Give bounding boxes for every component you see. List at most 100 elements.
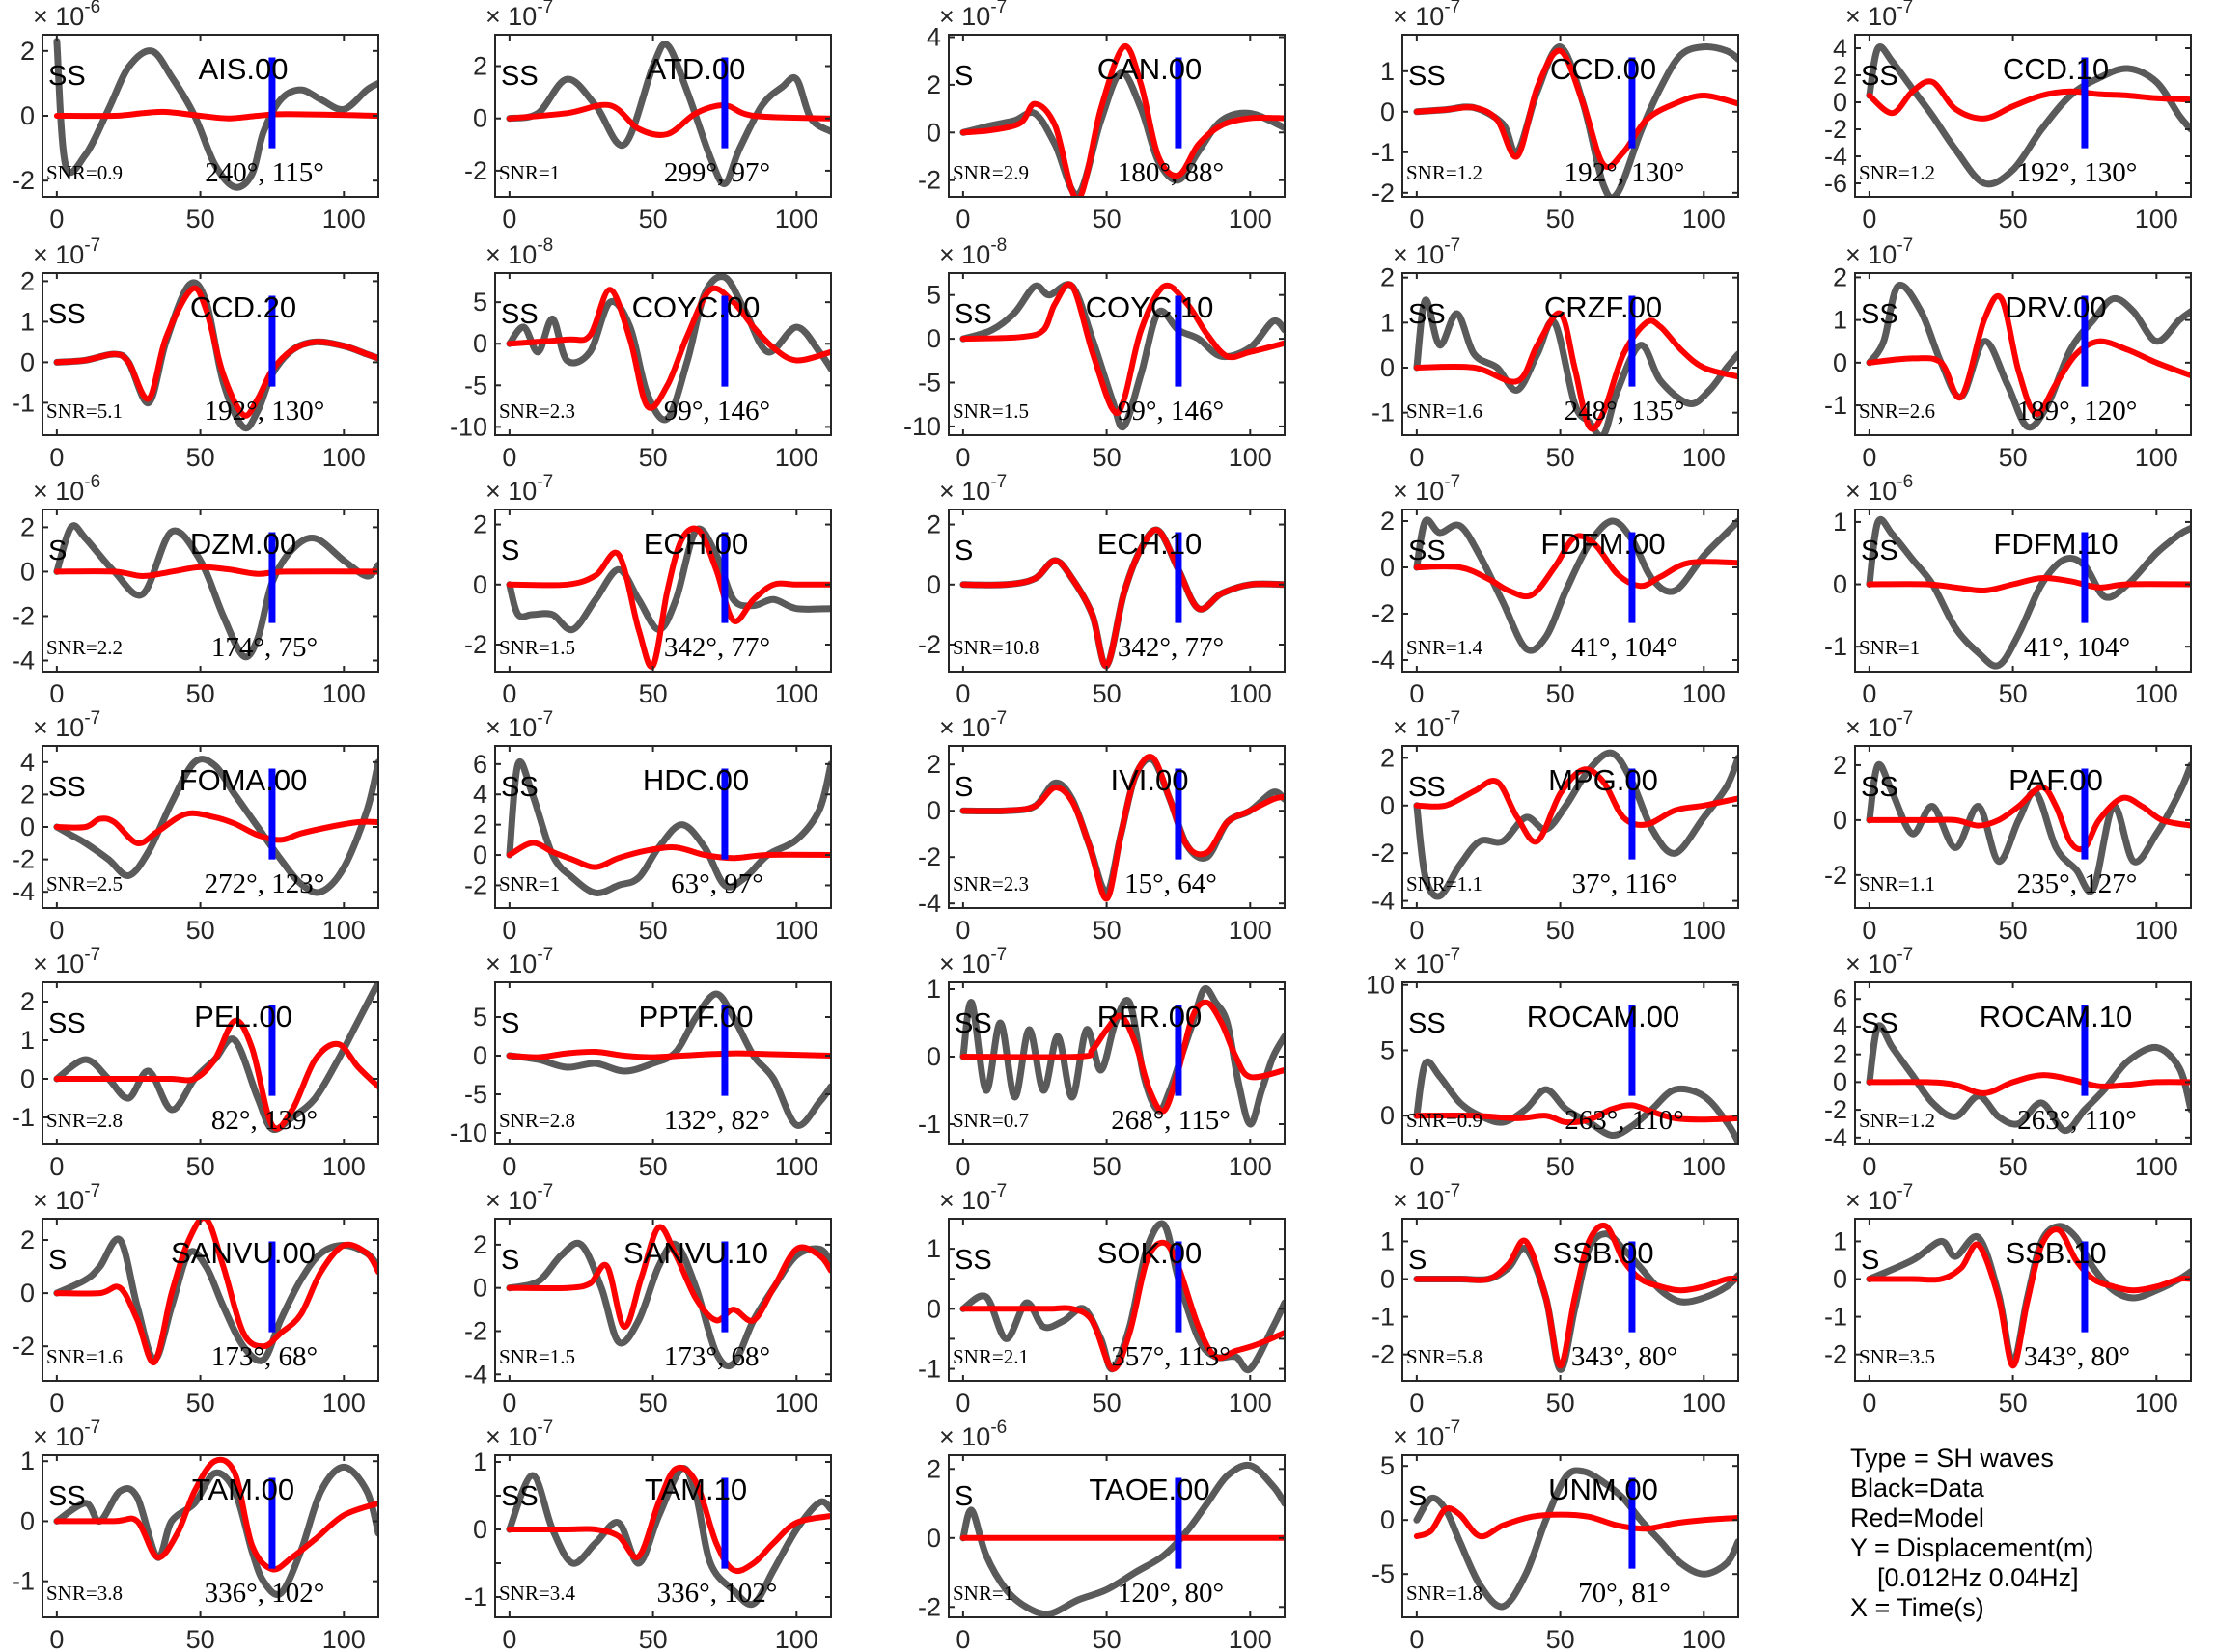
traces xyxy=(1413,516,1738,654)
exponent-label: × 10-7 xyxy=(1393,235,1460,269)
y-tick-label: 4 xyxy=(927,22,941,51)
x-tick-label: 0 xyxy=(956,443,970,472)
phase-label: S xyxy=(501,536,519,566)
phase-label: SS xyxy=(501,299,539,330)
phase-label: S xyxy=(955,772,973,803)
phase-label: SS xyxy=(48,772,86,803)
y-tick-label: -2 xyxy=(464,630,487,659)
axes-box xyxy=(1854,745,2192,909)
station-label: SSB.10 xyxy=(2005,1236,2106,1270)
exponent-label: × 10-7 xyxy=(1393,472,1460,506)
x-tick-label: 50 xyxy=(186,1625,215,1652)
x-tick-label: 50 xyxy=(1999,1152,2028,1181)
snr-label: SNR=1.6 xyxy=(1406,399,1482,423)
azimuth-distance-label: 15°, 64° xyxy=(1124,868,1217,899)
exponent-label: × 10-6 xyxy=(939,1418,1007,1451)
x-tick-label: 100 xyxy=(1682,1152,1726,1181)
exponent-power: -7 xyxy=(84,1181,100,1201)
y-tick-label: -4 xyxy=(464,1360,487,1389)
model-trace xyxy=(959,999,1285,1115)
x-tick-label: 50 xyxy=(1546,1625,1575,1652)
panel-taoe-00: × 10-6 -2 0 2 0 50 100 S TAOE.00 SNR=1 120°, 80° xyxy=(918,1418,1286,1652)
y-tick-label: 0 xyxy=(1380,353,1395,382)
azimuth-distance-label: 342°, 77° xyxy=(664,632,770,663)
azimuth-distance-label: 357°, 113° xyxy=(1111,1341,1231,1372)
x-tick-label: 0 xyxy=(49,443,64,472)
model-trace xyxy=(506,1464,831,1575)
exponent-power: -7 xyxy=(990,945,1007,965)
azimuth-distance-label: 342°, 77° xyxy=(1118,632,1224,663)
axes-box xyxy=(494,1454,832,1618)
panel-ivi-00: × 10-7 -4 -2 0 2 0 50 100 S IVI.00 SNR=2.3 15°, 64° xyxy=(918,708,1286,945)
y-tick-label: 1 xyxy=(473,1447,487,1476)
traces xyxy=(1866,1223,2191,1369)
x-tick-label: 0 xyxy=(49,1625,64,1652)
model-trace xyxy=(959,281,1285,417)
azimuth-distance-label: 41°, 104° xyxy=(2024,632,2130,663)
station-label: SANVU.10 xyxy=(623,1236,768,1270)
axes-box xyxy=(1401,981,1739,1145)
legend-data: Black=Data xyxy=(1850,1473,1984,1502)
model-trace xyxy=(506,1224,831,1331)
model-trace xyxy=(506,285,831,411)
model-trace xyxy=(1413,766,1738,845)
y-tick-label: 0 xyxy=(1833,348,1847,377)
azimuth-distance-label: 192°, 130° xyxy=(2017,157,2138,188)
station-label: SANVU.00 xyxy=(171,1236,316,1270)
x-tick-label: 0 xyxy=(49,1389,64,1418)
snr-label: SNR=5.8 xyxy=(1406,1345,1482,1368)
phase-label: SS xyxy=(1861,772,1898,803)
traces xyxy=(959,526,1285,670)
x-tick-label: 0 xyxy=(956,916,970,945)
y-tick-label: -2 xyxy=(1824,115,1847,144)
azimuth-distance-label: 99°, 146° xyxy=(664,396,770,427)
x-tick-label: 50 xyxy=(1093,1389,1122,1418)
y-tick-label: -2 xyxy=(464,1316,487,1345)
phase-label: SS xyxy=(48,299,86,330)
snr-label: SNR=3.5 xyxy=(1859,1345,1935,1368)
x-tick-label: 0 xyxy=(1409,1389,1424,1418)
x-tick-label: 100 xyxy=(322,443,366,472)
y-tick-label: 2 xyxy=(1833,751,1847,780)
traces xyxy=(1866,281,2191,431)
x-tick-label: 50 xyxy=(186,679,215,708)
station-label: FOMA.00 xyxy=(180,763,308,797)
x-tick-label: 0 xyxy=(502,1625,516,1652)
x-tick-label: 0 xyxy=(49,1152,64,1181)
y-tick-label: -2 xyxy=(464,156,487,185)
station-label: CCD.20 xyxy=(190,290,296,324)
y-tick-label: 0 xyxy=(20,1064,35,1093)
exponent-label: × 10-7 xyxy=(485,472,553,506)
station-label: ECH.10 xyxy=(1097,527,1203,561)
panel-dzm-00: × 10-6 -4 -2 0 2 0 50 100 S DZM.00 SNR=2.2 174°, 75… xyxy=(12,472,379,708)
station-label: ROCAM.00 xyxy=(1527,1000,1679,1033)
snr-label: SNR=1.6 xyxy=(46,1345,123,1368)
x-tick-label: 0 xyxy=(1409,205,1424,234)
x-tick-label: 100 xyxy=(775,443,818,472)
snr-label: SNR=0.9 xyxy=(1406,1109,1482,1132)
y-tick-label: -2 xyxy=(1824,1095,1847,1124)
x-tick-label: 0 xyxy=(956,679,970,708)
legend-model: Red=Model xyxy=(1850,1503,1984,1532)
y-tick-label: -2 xyxy=(1371,599,1395,628)
panel-atd-00: × 10-7 -2 0 2 0 50 100 SS ATD.00 SNR=1 299°, 97° xyxy=(464,0,832,234)
model-trace xyxy=(506,525,831,670)
axes-box xyxy=(42,509,379,673)
station-label: AIS.00 xyxy=(198,52,288,86)
azimuth-distance-label: 268°, 115° xyxy=(1111,1105,1231,1136)
panel-tam-10: × 10-7 -1 0 1 0 50 100 SS TAM.10 SNR=3.4 336°, 102… xyxy=(464,1418,832,1652)
axes-box xyxy=(42,981,379,1145)
y-tick-label: 0 xyxy=(20,1279,35,1308)
y-tick-label: -2 xyxy=(1371,179,1395,207)
exponent-label: × 10-7 xyxy=(939,472,1007,506)
y-tick-label: 4 xyxy=(1833,34,1847,63)
y-tick-label: 0 xyxy=(927,1294,941,1323)
phase-label: S xyxy=(1408,1481,1427,1512)
y-tick-label: 2 xyxy=(20,780,35,809)
x-tick-label: 0 xyxy=(502,679,516,708)
azimuth-distance-label: 263°, 110° xyxy=(1565,1105,1684,1136)
data-trace xyxy=(1413,296,1738,435)
x-tick-label: 50 xyxy=(1999,916,2028,945)
